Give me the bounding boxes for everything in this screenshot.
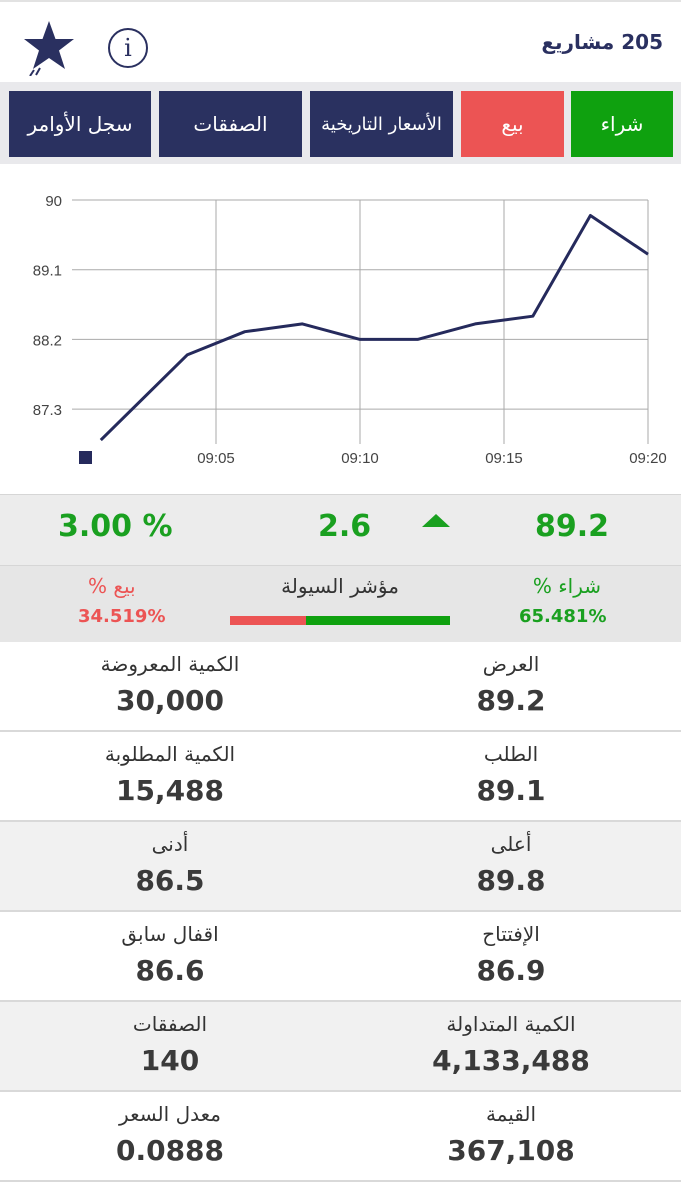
price-change-percent: 3.00 % xyxy=(58,509,173,544)
last-price: 89.2 xyxy=(535,509,610,544)
stat-label: الطلب xyxy=(483,742,539,766)
sell-button[interactable]: بيع xyxy=(461,91,564,157)
y-tick-label: 89.1 xyxy=(33,263,62,280)
stat-row: أعلى 89.8 أدنى 86.5 xyxy=(0,822,681,912)
stat-value: 89.2 xyxy=(476,684,546,717)
price-chart: 87.3 88.2 89.1 90 09:05 09:10 09:15 09:20 xyxy=(0,164,681,494)
price-series-line xyxy=(99,214,649,442)
stat-row: الطلب 89.1 الكمية المطلوبة 15,488 xyxy=(0,732,681,822)
top-bar: 205 مشاريع i xyxy=(0,0,681,82)
y-tick-label: 90 xyxy=(45,193,62,210)
stat-value: 367,108 xyxy=(447,1134,575,1167)
stat-value: 86.5 xyxy=(135,864,205,897)
stat-value: 140 xyxy=(140,1044,200,1077)
stat-label: الكمية المتداولة xyxy=(446,1012,576,1036)
price-chart-svg: 87.3 88.2 89.1 90 09:05 09:10 09:15 09:20 xyxy=(33,193,667,467)
stat-label: معدل السعر xyxy=(119,1102,221,1126)
info-icon[interactable]: i xyxy=(108,28,148,68)
page-title: 205 مشاريع xyxy=(541,30,663,54)
stat-label: القيمة xyxy=(485,1102,537,1126)
historical-prices-button[interactable]: الأسعار التاريخية xyxy=(310,91,453,157)
buy-percent-label: شراء % xyxy=(532,574,601,598)
stat-label: اقفال سابق xyxy=(121,922,219,946)
x-tick-label: 09:15 xyxy=(485,450,523,467)
buy-percent-value: 65.481% xyxy=(519,606,607,627)
liquidity-indicator: شراء % 65.481% مؤشر السيولة بيع % 34.519… xyxy=(0,566,681,642)
legend-marker xyxy=(79,451,92,464)
stat-row: الإفتتاح 86.9 اقفال سابق 86.6 xyxy=(0,912,681,1002)
x-tick-label: 09:05 xyxy=(197,450,235,467)
stat-value: 4,133,488 xyxy=(432,1044,590,1077)
stat-value: 15,488 xyxy=(115,774,225,807)
y-tick-label: 87.3 xyxy=(33,402,62,419)
stat-row: العرض 89.2 الكمية المعروضة 30,000 xyxy=(0,642,681,732)
stat-label: الإفتتاح xyxy=(482,922,540,946)
action-toolbar: شراء بيع الأسعار التاريخية الصفقات سجل ا… xyxy=(0,82,681,164)
sell-percent-label: بيع % xyxy=(88,574,136,598)
x-tick-label: 09:20 xyxy=(629,450,667,467)
liquidity-sell-bar xyxy=(230,616,306,625)
buy-button[interactable]: شراء xyxy=(571,91,673,157)
deals-button[interactable]: الصفقات xyxy=(159,91,302,157)
stat-value: 0.0888 xyxy=(115,1134,225,1167)
quote-row: 89.2 2.6 3.00 % xyxy=(0,494,681,566)
order-log-button[interactable]: سجل الأوامر xyxy=(9,91,151,157)
stat-label: الكمية المعروضة xyxy=(100,652,240,676)
stat-label: الكمية المطلوبة xyxy=(104,742,236,766)
x-tick-label: 09:10 xyxy=(341,450,379,467)
liquidity-title: مؤشر السيولة xyxy=(281,574,399,598)
stat-label: أدنى xyxy=(151,832,189,856)
stat-row: القيمة 367,108 معدل السعر 0.0888 xyxy=(0,1092,681,1182)
stat-value: 89.8 xyxy=(476,864,546,897)
arrow-up-icon xyxy=(422,514,450,527)
y-tick-label: 88.2 xyxy=(33,332,62,349)
price-change: 2.6 xyxy=(318,509,372,544)
stat-value: 86.9 xyxy=(476,954,546,987)
stat-value: 89.1 xyxy=(476,774,546,807)
stat-row: الكمية المتداولة 4,133,488 الصفقات 140 xyxy=(0,1002,681,1092)
stat-label: أعلى xyxy=(490,832,532,856)
liquidity-buy-bar xyxy=(306,616,450,625)
stat-value: 30,000 xyxy=(115,684,225,717)
stat-label: العرض xyxy=(482,652,540,676)
stat-label: الصفقات xyxy=(132,1012,208,1036)
sell-percent-value: 34.519% xyxy=(78,606,166,627)
stat-value: 86.6 xyxy=(135,954,205,987)
star-icon[interactable] xyxy=(20,18,78,76)
